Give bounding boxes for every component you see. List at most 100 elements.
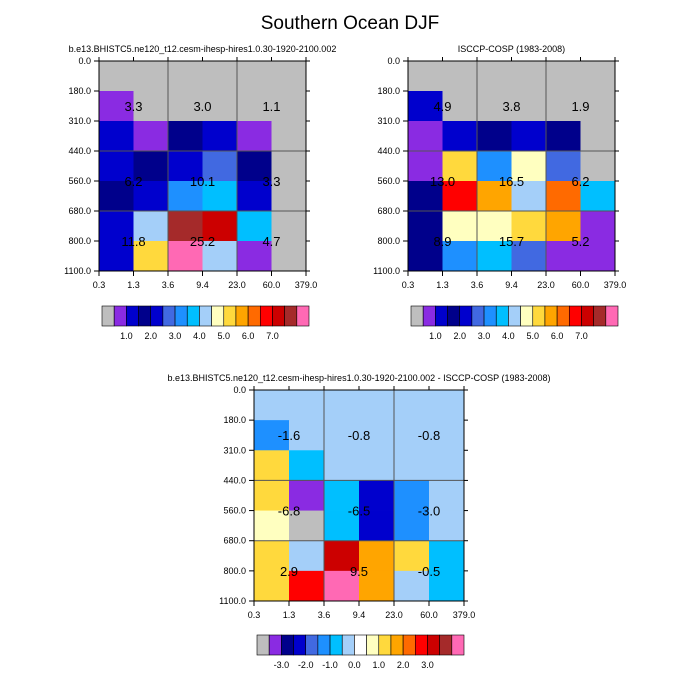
- heatmap-cell: [254, 390, 290, 421]
- y-tick-label: 800.0: [68, 236, 91, 246]
- colorbar-label: 4.0: [502, 331, 515, 341]
- colorbar-swatch: [256, 634, 270, 656]
- colorbar-swatch: [329, 634, 343, 656]
- colorbar-label: -2.0: [298, 660, 314, 670]
- heatmap-cell: [289, 540, 325, 572]
- colorbar-label: 5.0: [527, 331, 540, 341]
- colorbar-label: 7.0: [266, 331, 279, 341]
- x-tick-label: 1.3: [127, 280, 140, 290]
- y-tick-label: 440.0: [68, 146, 91, 156]
- region-value: 5.2: [571, 234, 589, 249]
- heatmap-cell: [359, 540, 395, 572]
- colorbar-label: 1.0: [120, 331, 133, 341]
- region-value: 1.9: [571, 99, 589, 114]
- colorbar-label: 1.0: [429, 331, 442, 341]
- x-tick-label: 379.0: [453, 610, 476, 620]
- heatmap-cell: [99, 181, 134, 212]
- heatmap-cell: [289, 390, 325, 421]
- heatmap-cell: [168, 181, 203, 212]
- heatmap-cell: [359, 390, 395, 421]
- heatmap-cell: [99, 61, 134, 92]
- region-value: 8.9: [433, 234, 451, 249]
- colorbar-swatch: [174, 305, 188, 327]
- x-tick-label: 0.3: [402, 280, 415, 290]
- x-tick-label: 60.0: [263, 280, 281, 290]
- heatmap-cell: [580, 181, 616, 212]
- y-tick-label: 310.0: [377, 116, 400, 126]
- heatmap-cell: [237, 91, 272, 122]
- y-tick-label: 680.0: [377, 206, 400, 216]
- heatmap-cell: [202, 181, 238, 212]
- colorbar-label: 7.0: [575, 331, 588, 341]
- heatmap-cell: [99, 121, 134, 152]
- colorbar-label: 1.0: [373, 660, 386, 670]
- colorbar-swatch: [199, 305, 212, 327]
- region-value: -0.5: [418, 564, 440, 579]
- colorbar-swatch: [138, 305, 152, 327]
- colorbar-swatch: [162, 305, 176, 327]
- heatmap-cell: [202, 91, 238, 122]
- y-tick-label: 310.0: [223, 445, 246, 455]
- heatmap-cell: [324, 390, 360, 421]
- colorbar-swatch: [483, 305, 497, 327]
- heatmap-cell: [442, 151, 478, 182]
- colorbar-label: 3.0: [421, 660, 434, 670]
- panel-title: b.e13.BHISTC5.ne120_t12.cesm-ihesp-hires…: [167, 373, 550, 383]
- colorbar-swatch: [414, 634, 428, 656]
- heatmap-cell: [324, 570, 360, 602]
- colorbar-swatch: [305, 634, 319, 656]
- colorbar-swatch: [495, 305, 509, 327]
- y-tick-label: 440.0: [377, 146, 400, 156]
- heatmap-cell: [271, 121, 307, 152]
- heatmap-cell: [429, 390, 465, 421]
- heatmap-cell: [133, 241, 169, 272]
- colorbar-label: 6.0: [242, 331, 255, 341]
- y-tick-label: 680.0: [68, 206, 91, 216]
- colorbar-label: 2.0: [453, 331, 466, 341]
- y-tick-label: 180.0: [68, 86, 91, 96]
- colorbar-label: 5.0: [218, 331, 231, 341]
- region-value: 13.0: [430, 174, 455, 189]
- colorbar-swatch: [605, 305, 619, 327]
- x-tick-label: 379.0: [295, 280, 318, 290]
- heatmap-cell: [254, 540, 290, 572]
- colorbar-swatch: [272, 305, 285, 327]
- x-tick-label: 60.0: [572, 280, 590, 290]
- heatmap-cell: [133, 121, 169, 152]
- region-value: 4.9: [433, 99, 451, 114]
- heatmap-cell: [429, 540, 465, 572]
- heatmap-cell: [429, 570, 465, 602]
- colorbar-swatch: [410, 305, 424, 327]
- colorbar-swatch: [471, 305, 485, 327]
- colorbar-swatch: [247, 305, 261, 327]
- x-tick-label: 0.3: [248, 610, 261, 620]
- heatmap-cell: [324, 510, 360, 542]
- colorbar-swatch: [113, 305, 127, 327]
- heatmap-cell: [237, 61, 272, 92]
- panel-title: b.e13.BHISTC5.ne120_t12.cesm-ihesp-hires…: [69, 44, 337, 54]
- y-tick-label: 1100.0: [373, 266, 400, 276]
- heatmap-cell: [133, 91, 169, 122]
- colorbar-swatch: [296, 305, 310, 327]
- region-value: 6.2: [571, 174, 589, 189]
- heatmap-cell: [442, 121, 478, 152]
- colorbar-label: -1.0: [322, 660, 338, 670]
- heatmap-cell: [394, 510, 430, 542]
- heatmap-cell: [394, 480, 430, 511]
- y-tick-label: 440.0: [223, 475, 246, 485]
- heatmap-cell: [429, 480, 465, 511]
- heatmap-cell: [442, 181, 478, 212]
- heatmap-cell: [271, 181, 307, 212]
- heatmap-cell: [429, 450, 465, 481]
- heatmap-cell: [99, 241, 134, 272]
- heatmap-cell: [271, 91, 307, 122]
- colorbar-swatch: [101, 305, 115, 327]
- heatmap-cell: [359, 570, 395, 602]
- x-tick-label: 9.4: [505, 280, 518, 290]
- colorbar-swatch: [366, 634, 380, 656]
- heatmap-cell: [202, 211, 238, 242]
- heatmap-cell: [289, 510, 325, 542]
- colorbar-label: -3.0: [274, 660, 290, 670]
- heatmap-cell: [202, 61, 238, 92]
